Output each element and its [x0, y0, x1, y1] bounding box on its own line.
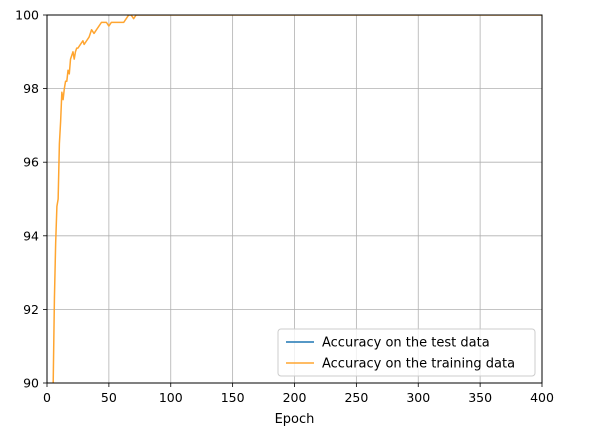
y-tick-label: 100: [15, 8, 39, 23]
legend-box: [277, 328, 536, 377]
x-tick-label: 100: [159, 390, 183, 405]
y-tick-label: 94: [23, 228, 39, 243]
series-line-1: [52, 15, 542, 383]
y-tick-label: 90: [23, 376, 39, 391]
x-tick-label: 50: [101, 390, 117, 405]
y-tick-label: 92: [23, 302, 39, 317]
legend: Accuracy on the test data Accuracy on the…: [277, 328, 536, 377]
x-axis-label: Epoch: [275, 412, 315, 427]
plot-area: [52, 15, 542, 383]
x-tick-label: 400: [530, 390, 554, 405]
legend-label-1: Accuracy on the training data: [322, 357, 515, 372]
y-tick-label: 96: [23, 155, 39, 170]
x-tick-label: 350: [468, 390, 492, 405]
axis-ticks: 0 50 100 150 200 250 300 350 400 90 92 94 96 98 100: [15, 8, 554, 406]
x-tick-label: 0: [43, 390, 51, 405]
y-tick-label: 98: [23, 81, 39, 96]
x-tick-label: 300: [406, 390, 430, 405]
legend-label-0: Accuracy on the test data: [322, 336, 490, 351]
x-tick-label: 250: [344, 390, 368, 405]
x-tick-label: 200: [283, 390, 307, 405]
x-tick-label: 150: [221, 390, 245, 405]
